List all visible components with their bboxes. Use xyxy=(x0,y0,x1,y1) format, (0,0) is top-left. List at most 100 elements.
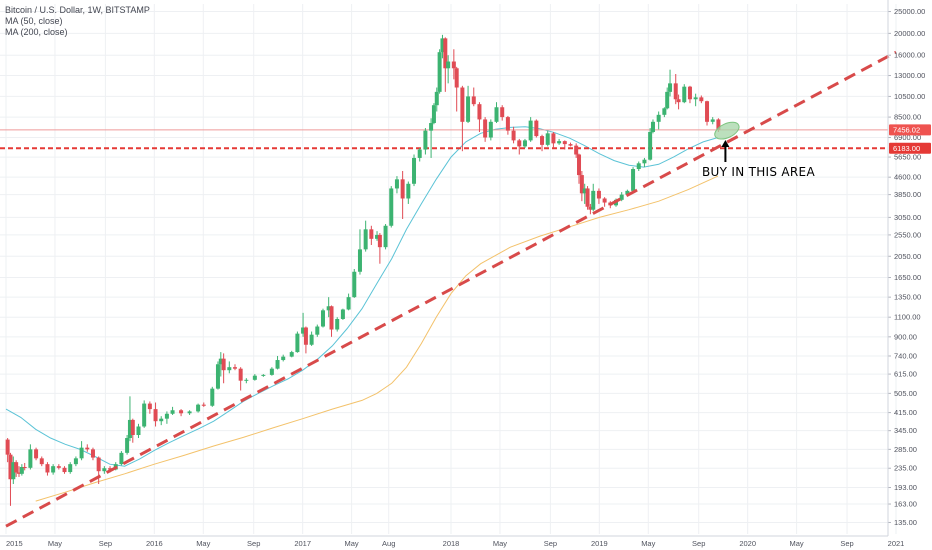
candle-body xyxy=(315,326,320,335)
y-tick-label: 1650.00 xyxy=(894,273,921,282)
y-tick-label: 163.00 xyxy=(894,500,917,509)
candle-body xyxy=(335,318,340,330)
x-tick-label: May xyxy=(48,539,62,548)
candle-body xyxy=(196,404,201,412)
candle-body xyxy=(682,86,687,103)
candle-body xyxy=(619,194,624,200)
candle-body xyxy=(511,130,516,141)
candle-body xyxy=(352,271,357,298)
price-axis[interactable]: 25000.00 20000.00 16000.00 13000.00 10500.00… xyxy=(887,0,931,536)
candle-body xyxy=(693,97,698,100)
candle-body xyxy=(136,426,141,436)
y-tick-label: 900.00 xyxy=(894,332,917,341)
candle-body xyxy=(14,462,19,473)
candle-body xyxy=(275,360,280,369)
y-tick-label: 505.00 xyxy=(894,389,917,398)
candle-body xyxy=(309,334,314,345)
candle-body xyxy=(477,104,482,120)
candle-body xyxy=(34,449,39,459)
candle-body xyxy=(108,468,113,470)
candle-body xyxy=(429,123,434,131)
symbol-title[interactable]: Bitcoin / U.S. Dollar, 1W, BITSTAMP xyxy=(5,5,150,15)
candle-body xyxy=(19,466,24,474)
candle-body xyxy=(431,105,436,124)
candle-body xyxy=(636,163,641,170)
candle-body xyxy=(545,133,550,145)
candle-body xyxy=(417,149,422,158)
y-tick-label: 135.00 xyxy=(894,518,917,527)
horizontal-lines xyxy=(0,129,888,150)
time-axis[interactable]: 2015 May Sep 2016 May Sep 2017 May Aug 2018 May Sep… xyxy=(0,535,904,548)
candle-body xyxy=(11,462,16,480)
y-tick-label: 2050.00 xyxy=(894,252,921,261)
candle-body xyxy=(557,141,562,144)
candle-body xyxy=(28,449,33,468)
candle-body xyxy=(329,306,334,330)
candle-body xyxy=(153,409,158,422)
candle-body xyxy=(301,327,306,334)
candle-body xyxy=(585,188,590,207)
ma200-legend[interactable]: MA (200, close) xyxy=(5,27,68,37)
candle-body xyxy=(440,38,445,53)
trendline xyxy=(5,50,897,528)
candle-body xyxy=(631,169,636,191)
candle-body xyxy=(437,52,442,92)
candle-body xyxy=(443,38,448,69)
candle-body xyxy=(179,410,184,414)
y-tick-label: 20000.00 xyxy=(894,29,925,38)
candle-body xyxy=(656,114,661,122)
candle-body xyxy=(676,99,681,103)
candle-body xyxy=(591,190,596,210)
ma50-legend[interactable]: MA (50, close) xyxy=(5,16,63,26)
candle-body xyxy=(51,466,56,473)
candle-body xyxy=(232,367,237,369)
candle-body xyxy=(568,144,573,146)
candle-body xyxy=(22,466,27,468)
candle-body xyxy=(142,403,147,427)
candle-body xyxy=(238,368,243,381)
candle-body xyxy=(73,458,78,465)
candle-body xyxy=(363,229,368,250)
candle-body xyxy=(710,119,715,122)
y-tick-label: 235.00 xyxy=(894,464,917,473)
candle-body xyxy=(505,117,510,131)
candle-body xyxy=(602,198,607,203)
x-tick-label: Sep xyxy=(247,539,260,548)
y-tick-label: 615.00 xyxy=(894,370,917,379)
candle-body xyxy=(170,410,175,414)
y-tick-label: 25000.00 xyxy=(894,7,925,16)
price-tag-label: 7456.02 xyxy=(893,126,920,135)
candle-body xyxy=(201,404,206,406)
candle-body xyxy=(357,249,362,272)
x-tick-label: Aug xyxy=(382,539,395,548)
candle-body xyxy=(8,454,13,480)
x-tick-label: 2018 xyxy=(443,539,460,548)
candle-body xyxy=(687,86,692,100)
candle-body xyxy=(340,309,345,319)
arrow-head xyxy=(721,140,730,147)
grid xyxy=(0,4,897,534)
chart-legend: Bitcoin / U.S. Dollar, 1W, BITSTAMP MA (… xyxy=(5,5,150,38)
y-tick-label: 1100.00 xyxy=(894,313,921,322)
candle-body xyxy=(320,310,325,327)
candle-body xyxy=(17,472,22,474)
candle-body xyxy=(577,154,582,176)
candle-body xyxy=(540,136,545,145)
candle-body xyxy=(522,140,527,147)
candle-body xyxy=(90,449,95,458)
candle-body xyxy=(673,83,678,100)
x-tick-label: May xyxy=(790,539,804,548)
candle-body xyxy=(96,457,101,472)
ma200-line xyxy=(35,175,719,502)
y-tick-label: 13000.00 xyxy=(894,71,925,80)
candle-body xyxy=(451,61,456,69)
candle-body xyxy=(434,91,439,106)
candle-body xyxy=(377,234,382,248)
candle-body xyxy=(85,447,90,450)
candles xyxy=(5,34,721,506)
x-tick-label: Sep xyxy=(840,539,853,548)
candle-body xyxy=(582,188,587,194)
x-tick-label: May xyxy=(641,539,655,548)
candle-body xyxy=(454,68,459,88)
